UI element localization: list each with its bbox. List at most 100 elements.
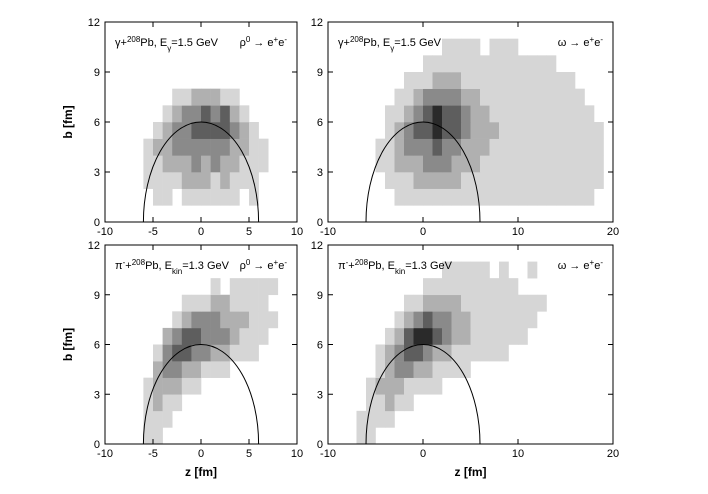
heat-cell [461,327,471,345]
heat-cell [181,361,192,378]
heat-cell [546,55,557,73]
reaction-label-part: + [590,258,595,267]
heat-cell [518,361,528,378]
heat-cell [508,155,519,173]
heat-cell [182,427,192,444]
heat-cell [239,138,250,156]
heat-cell [489,327,500,345]
heat-cell [268,361,278,378]
x-tick-label: -10 [97,448,113,460]
heat-cell [423,172,433,189]
heat-cell [162,155,173,173]
heat-cell [258,278,269,296]
heat-cell [385,89,395,106]
heat-cell [259,394,269,411]
heat-cell [356,427,367,445]
panel-label-part: - [346,258,349,267]
heat-cell [432,122,443,139]
heat-cell [357,394,367,411]
reaction-label: ρ0 → e+e- [240,258,288,273]
heat-cell [201,278,211,295]
heat-cell [220,138,231,156]
heat-cell [394,327,405,345]
heat-cell [268,311,279,329]
heat-cell [527,172,538,189]
heat-cell [172,411,182,428]
heat-cell [172,189,182,206]
heat-cell [366,427,376,445]
reaction-label-part: - [284,258,287,267]
heat-cell [423,155,433,173]
heat-cell [376,295,386,312]
heat-cell [268,378,278,395]
heat-cell [518,294,528,312]
heat-cell [594,155,604,173]
heat-cell [432,72,443,89]
heat-cell [413,172,424,189]
heat-cell [508,55,519,73]
heat-cell [480,138,490,156]
heat-cell [210,311,221,329]
heat-cell [509,394,519,411]
heat-cell [489,188,500,206]
heat-cell [268,411,278,428]
heat-cell [499,155,509,173]
heat-cell [537,122,547,139]
heat-cell [258,294,269,312]
heat-cell [191,427,201,444]
heat-cell [259,105,269,122]
heat-cell [452,378,462,395]
heat-cell [451,138,462,156]
heat-cell [528,361,538,378]
reaction-label-part: e [278,37,284,49]
heat-cell [220,294,231,312]
heat-cell [480,261,490,279]
heat-cell [201,427,211,444]
heat-cell [376,72,386,89]
heat-cell [162,188,173,206]
heat-cell [461,188,471,206]
heat-cell [249,138,259,156]
heat-cell [442,327,452,345]
panel-label-part: Pb, E [145,260,172,272]
heat-cell [461,278,471,296]
heat-cell [575,188,585,206]
heat-cell [201,88,211,106]
heat-cell [537,88,547,106]
heat-cell [162,410,173,428]
heat-cell [143,155,154,173]
heat-cell [432,294,443,312]
heat-cell [210,327,221,345]
heat-cell [172,361,183,378]
heat-cell [229,327,240,345]
heat-cell [575,88,585,106]
heat-cell [191,155,202,173]
heat-cell [442,55,452,73]
heat-cell [210,188,221,206]
heat-cell [508,88,519,106]
heat-cell [537,155,547,173]
heat-cell [508,311,519,329]
heat-cell [518,188,528,206]
heat-cell [143,427,154,445]
heat-cell [220,344,231,362]
heat-cell [239,411,249,428]
heat-cell [489,311,500,329]
heat-cell [220,427,230,444]
panel-label-part: 208 [350,35,364,44]
heat-cell [470,72,481,89]
heat-cell [239,427,249,444]
heat-cell [385,377,395,395]
heat-cell [423,138,433,156]
heat-cell [357,311,367,328]
heat-cell [566,345,576,362]
heat-cell [546,72,557,89]
heat-cell [153,172,163,189]
heat-cell [433,411,443,428]
heat-cell [489,55,500,73]
heat-cell [201,122,211,139]
heat-cell [258,138,269,156]
heat-cell [376,311,386,328]
heat-cell [518,138,528,156]
y-tick-label: 6 [317,340,323,352]
